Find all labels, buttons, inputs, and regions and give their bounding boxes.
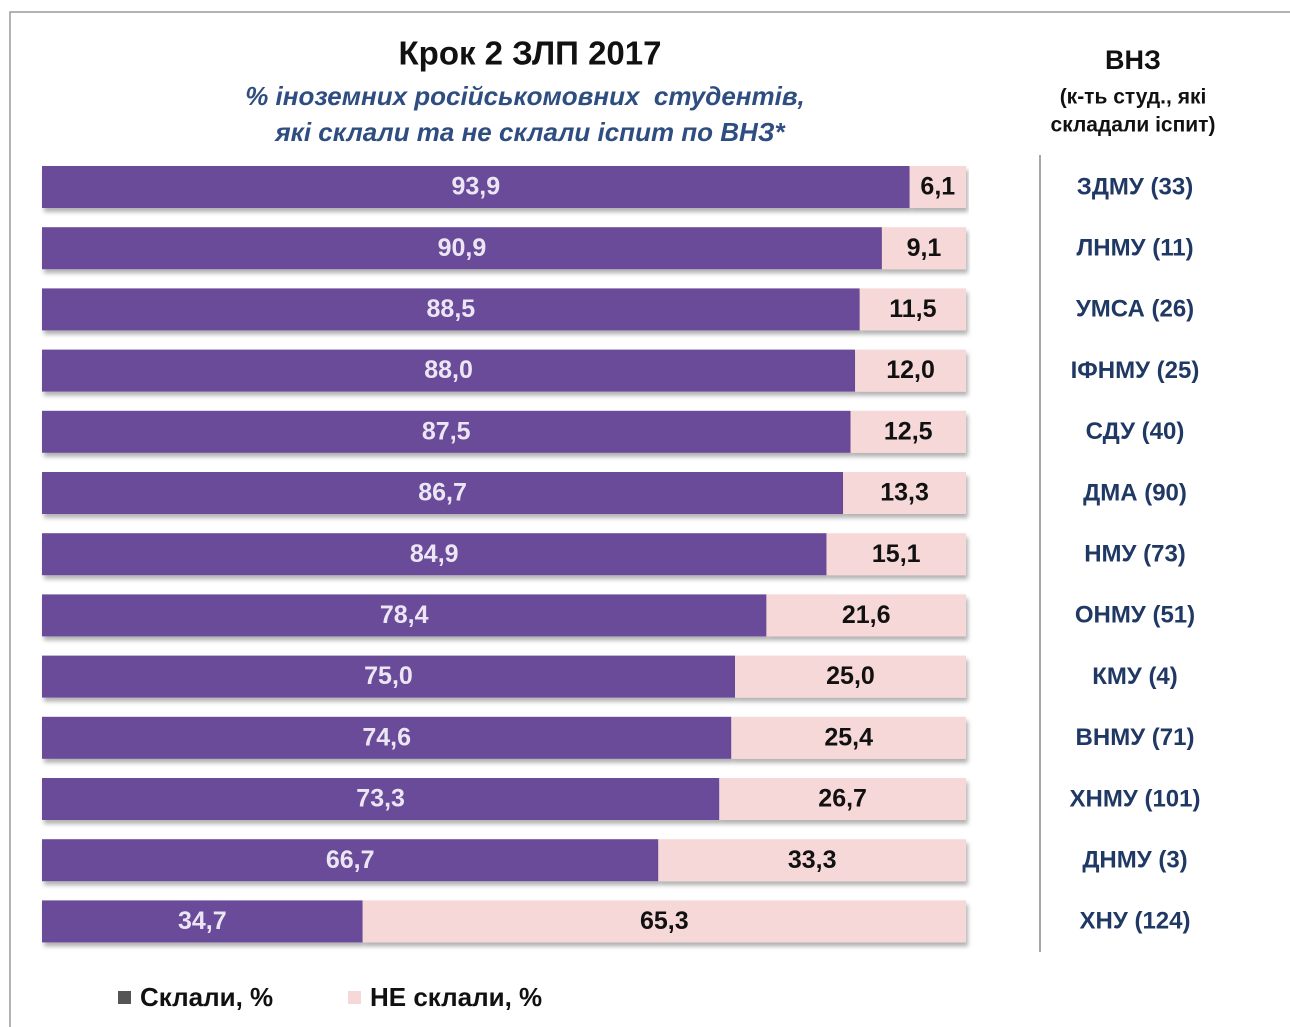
bar-segment: [42, 839, 659, 882]
bar-segment: [362, 900, 966, 943]
data-label: 65,3: [640, 907, 689, 935]
category-label: ІФНМУ (25): [1071, 357, 1200, 384]
bar-segment: [855, 349, 966, 392]
category-label: ЗДМУ (33): [1077, 173, 1193, 200]
bar-segment: [719, 778, 966, 820]
bar-segment: [826, 533, 966, 576]
data-label: 13,3: [880, 479, 929, 507]
data-label: 88,5: [427, 295, 476, 323]
data-label: 90,9: [438, 234, 487, 262]
data-label: 6,1: [920, 173, 955, 201]
data-label: 34,7: [178, 907, 227, 935]
category-label: ДМА (90): [1083, 479, 1187, 506]
data-label: 86,7: [418, 479, 467, 507]
data-label: 25,0: [826, 662, 875, 690]
bar-segment: [42, 410, 851, 453]
category-label: СДУ (40): [1086, 418, 1185, 445]
category-header: ВНЗ: [1105, 45, 1161, 75]
category-label: ХНМУ (101): [1070, 785, 1201, 812]
category-label: НМУ (73): [1084, 541, 1186, 568]
data-label: 87,5: [422, 417, 471, 445]
bar-segment: [42, 166, 910, 208]
data-label: 9,1: [907, 234, 942, 262]
data-label: 75,0: [364, 662, 413, 690]
legend-label: НЕ склали, %: [370, 982, 542, 1012]
data-label: 88,0: [424, 356, 473, 384]
subtitle: % іноземних російськомовних студентів,: [245, 81, 805, 111]
legend-label: Склали, %: [140, 982, 273, 1012]
category-label: ВНМУ (71): [1076, 724, 1195, 751]
bar-segment: [731, 716, 966, 759]
bar-segment: [42, 716, 732, 759]
bar-segment: [850, 410, 966, 453]
category-label: УМСА (26): [1076, 296, 1194, 323]
bar-segment: [42, 533, 827, 576]
category-label: КМУ (4): [1092, 663, 1178, 690]
bar-segment: [843, 472, 966, 514]
bar-segment: [909, 166, 966, 208]
category-header: складали іспит): [1051, 114, 1216, 137]
bar-segment: [42, 655, 735, 698]
bar-segment: [42, 778, 720, 820]
data-label: 73,3: [356, 785, 405, 813]
category-label: ОНМУ (51): [1075, 602, 1195, 629]
category-label: ЛНМУ (11): [1076, 235, 1193, 262]
data-label: 93,9: [451, 173, 500, 201]
bar-segment: [859, 288, 966, 331]
data-label: 12,5: [884, 417, 933, 445]
bar-segment: [766, 594, 966, 637]
bar-segment: [42, 472, 844, 514]
chart-title: Крок 2 ЗЛП 2017: [399, 35, 662, 72]
subtitle: які склали та не склали іспит по ВНЗ*: [273, 117, 786, 147]
data-label: 74,6: [362, 723, 411, 751]
data-label: 84,9: [410, 540, 459, 568]
data-label: 15,1: [872, 540, 921, 568]
bar-segment: [42, 594, 767, 637]
legend-swatch: [118, 991, 131, 1004]
category-header: (к-ть студ., які: [1060, 86, 1207, 109]
category-label: ХНУ (124): [1080, 908, 1191, 935]
data-label: 33,3: [788, 846, 837, 874]
data-label: 11,5: [889, 295, 936, 323]
bar-segment: [42, 227, 882, 270]
category-label: ДНМУ (3): [1082, 847, 1187, 874]
data-label: 21,6: [842, 601, 891, 629]
bar-segment: [42, 288, 860, 331]
data-label: 25,4: [824, 723, 873, 751]
data-label: 12,0: [886, 356, 935, 384]
data-label: 26,7: [818, 785, 867, 813]
frame: [9, 11, 1290, 1027]
data-label: 66,7: [326, 846, 375, 874]
legend-swatch: [348, 991, 361, 1004]
bar-segment: [658, 839, 966, 882]
bar-segment: [42, 349, 856, 392]
bar-segment: [42, 900, 363, 943]
bar-segment: [881, 227, 966, 270]
bar-segment: [735, 655, 966, 698]
data-label: 78,4: [380, 601, 429, 629]
